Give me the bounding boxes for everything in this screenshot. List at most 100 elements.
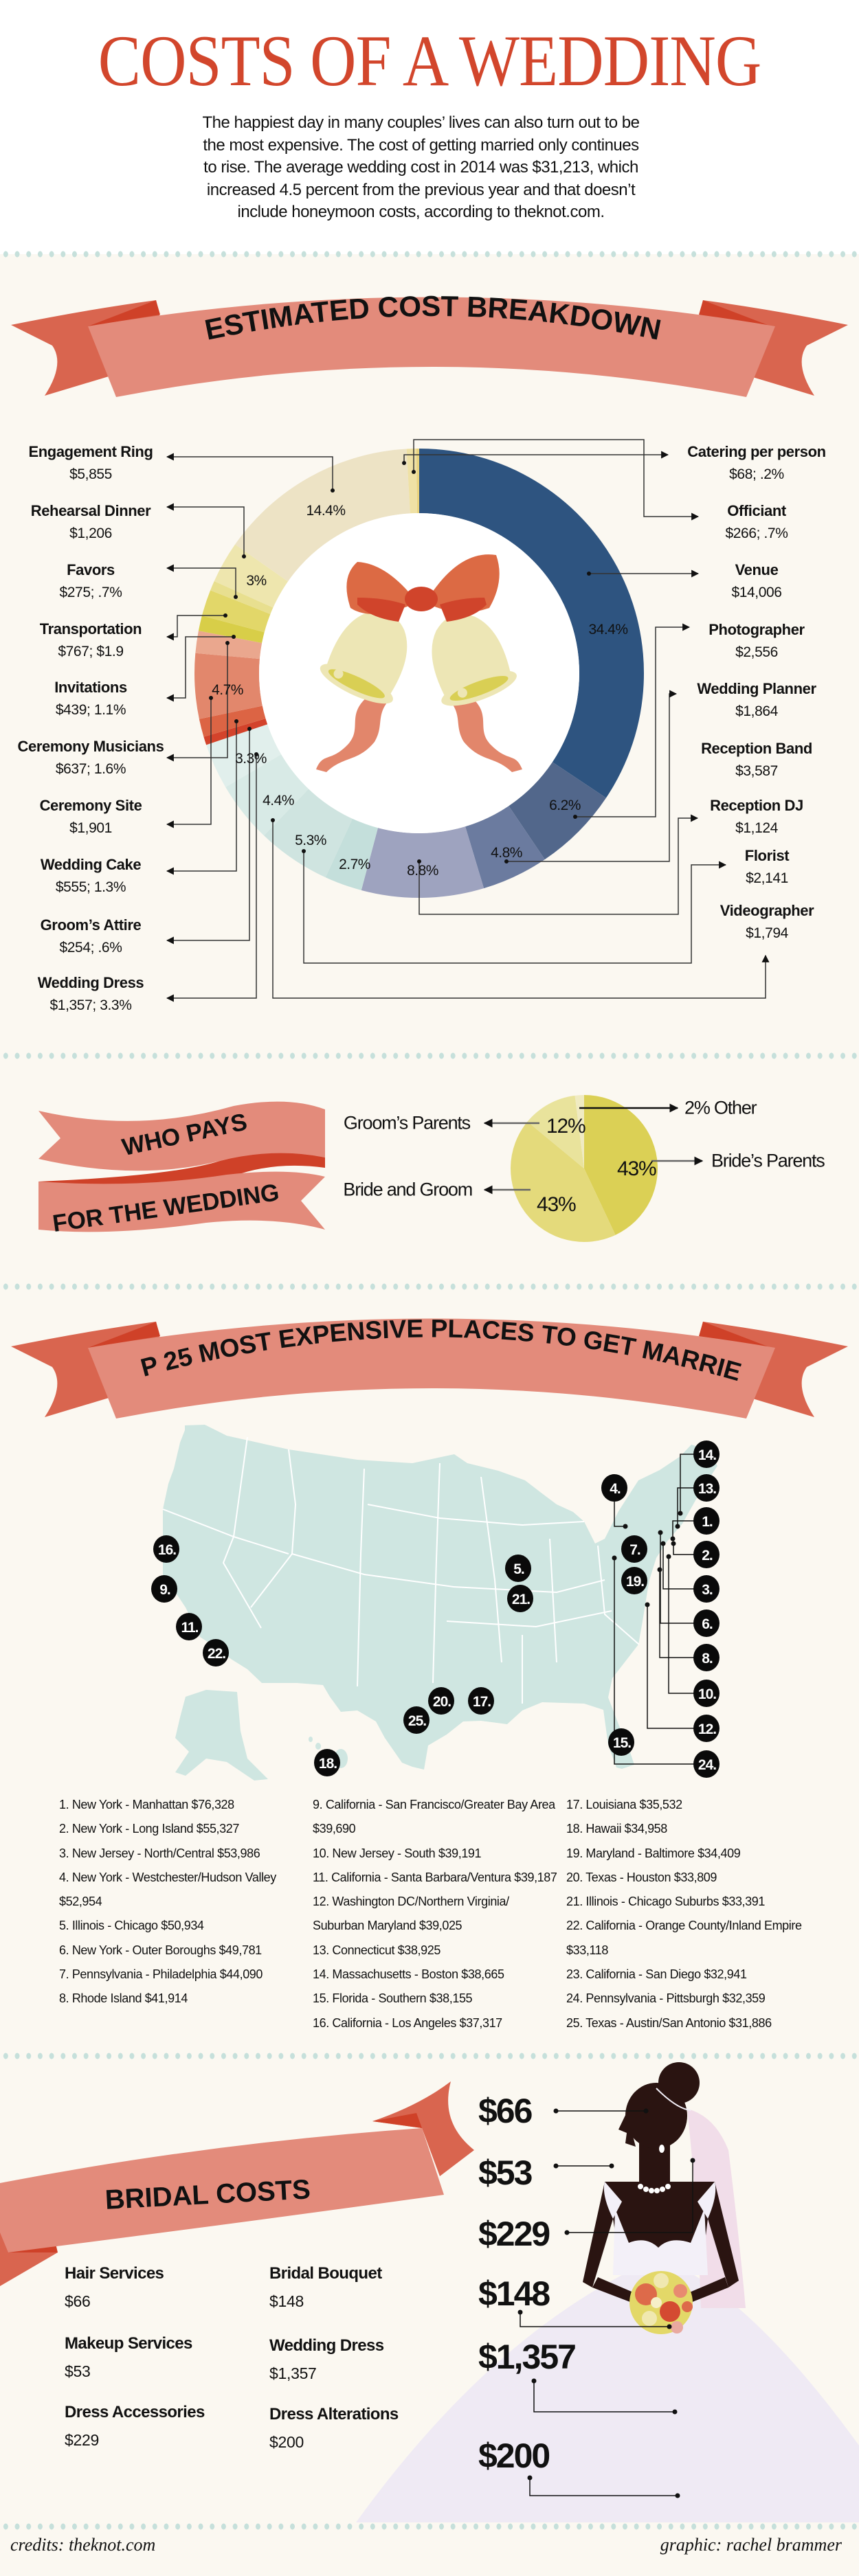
leader-dot [209,696,213,700]
donut-label-catering-per-person: Catering per person $68; .2% [674,440,839,486]
leader-dot [417,859,421,863]
donut-leader-lines [166,439,770,1002]
pie-slice-bride-and-groom [510,1121,616,1243]
map-leader-line [659,1570,694,1658]
place-list-item: 3. New Jersey - North/Central $53,986 [59,1846,260,1860]
svg-text:2.: 2. [702,1548,713,1563]
bridal-item-bouquet: Bridal Bouquet $148 [269,2264,382,2310]
donut-slice-transportation [201,590,271,633]
callout-dress: $1,357 [478,2338,577,2376]
donut-slice-rehearsal-dinner [214,544,289,608]
label-value: $1,864 [735,703,778,719]
donut-slice-favors [210,581,274,614]
bridal-item-alterations: Dress Alterations $200 [269,2405,399,2451]
place-list-item: 22. California - Orange County/Inland Em… [566,1919,802,1957]
svg-text:7.: 7. [629,1542,640,1558]
donut-percent-label: 34.4% [588,622,628,637]
map-marker-3: 3. [693,1575,719,1603]
donut-slice-wedding-cake [199,705,266,737]
donut-label-venue: Venue $14,006 [674,558,839,604]
place-list-item: 24. Pennsylvania - Pittsburgh $32,359 [566,1991,766,2006]
credits-link[interactable]: credits: theknot.com [10,2535,156,2555]
pie-leader-lines [483,1103,704,1195]
map-marker-14: 14. [693,1440,719,1468]
leader-dot [225,641,230,645]
leader-dot [504,859,509,863]
place-list-item: 12. Washington DC/Northern Virginia/ Sub… [313,1895,509,1933]
label-name: Catering per person [687,443,826,460]
leader-line [166,643,228,762]
label-value: $1,794 [746,925,788,941]
svg-text:8.: 8. [702,1651,713,1667]
banner-bridal: BRIDAL COSTS [0,2081,474,2286]
donut-slice-ceremony-musicians [195,631,263,659]
map-leader-lines [612,1454,694,1765]
intro-line: the most expensive. The cost of getting … [203,135,639,155]
donut-percent-label: 4.7% [212,682,243,698]
leader-dot [234,595,238,599]
map-leader-line [673,1544,694,1555]
donut-label-wedding-planner: Wedding Planner $1,864 [674,677,839,723]
place-list-item: 10. New Jersey - South $39,191 [313,1846,482,1860]
dotted-divider [0,1052,859,1060]
place-list-item: 14. Massachusetts - Boston $38,665 [313,1967,504,1982]
leader-line [166,453,333,490]
leader-line [272,820,770,999]
label-value: $1,124 [735,820,778,836]
map-marker-15: 15. [608,1728,634,1756]
place-list-item: 16. California - Los Angeles $37,317 [313,2015,502,2030]
svg-text:24.: 24. [698,1757,716,1773]
place-list-item: 8. Rhode Island $41,914 [59,1991,188,2006]
svg-text:14.: 14. [698,1447,716,1463]
label-name: Engagement Ring [28,443,153,460]
place-list-item: 25. Texas - Austin/San Antonio $31,886 [566,2015,772,2030]
leader-line [506,690,678,862]
label-value: $68; .2% [729,466,784,482]
dotted-divider [0,2522,859,2531]
pie-label-other: 2% Other [684,1097,757,1118]
svg-text:16.: 16. [158,1542,176,1558]
bride-silhouette-icon [356,2062,859,2522]
map-leader-dot [612,1555,617,1561]
leader-line [166,636,234,702]
pie-slice-groom-s-parents [527,1095,584,1168]
map-leader-dot [670,1536,676,1541]
donut-slice-venue [419,449,644,798]
label-value: $2,141 [746,870,788,886]
leader-line [166,615,225,641]
label-name: Florist [744,847,790,864]
donut-percent-label: 6.2% [549,798,581,813]
pie-percent-grooms-parents: 12% [546,1115,586,1138]
banner-estimated: ESTIMATED COST BREAKDOWN [11,290,848,397]
pie-label-grooms-parents: Groom’s Parents [343,1112,471,1133]
svg-text:25.: 25. [408,1713,426,1729]
map-leader-dot [660,1541,666,1546]
map-marker-1: 1. [693,1507,719,1535]
svg-text:18.: 18. [319,1756,337,1772]
dotted-divider [0,1283,859,1291]
svg-text:5.: 5. [513,1561,524,1577]
place-list-item: 21. Illinois - Chicago Suburbs $33,391 [566,1895,765,1909]
label-value: $637; 1.6% [55,761,126,777]
place-list-item: 19. Maryland - Baltimore $34,409 [566,1846,741,1860]
leader-line [413,439,700,521]
label-name: Videographer [719,902,814,919]
donut-slice-reception-band [361,826,484,898]
bridal-item-hair: Hair Services $66 [65,2264,164,2310]
map-leader-line [647,1605,694,1729]
svg-text:11.: 11. [181,1620,198,1636]
map-leader-dot [678,1511,683,1516]
donut-percent-label: 8.8% [407,863,438,879]
intro-line: The happiest day in many couples’ lives … [202,113,640,132]
place-list-item: 6. New York - Outer Boroughs $49,781 [59,1943,262,1957]
map-marker-4: 4. [601,1474,627,1502]
leader-line [419,814,699,915]
pie-slice-bride-s-parents [584,1095,658,1235]
leader-dot [247,727,252,731]
donut-slice-wedding-planner [465,806,545,889]
leader-dot [412,470,416,474]
place-list-item: 17. Louisiana $35,532 [566,1798,682,1811]
map-leader-line [660,1533,694,1624]
leader-dot [254,752,258,756]
